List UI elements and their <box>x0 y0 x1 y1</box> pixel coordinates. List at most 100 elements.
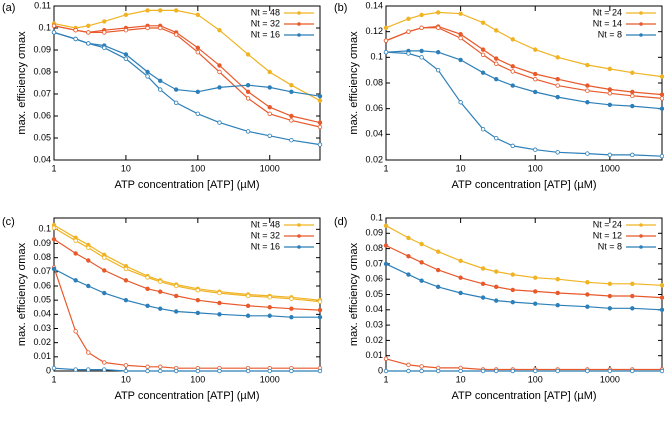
data-point <box>86 258 91 263</box>
data-point <box>217 63 222 68</box>
data-point <box>494 284 499 290</box>
y-tick-label: 0.05 <box>33 132 51 142</box>
data-point <box>419 48 424 54</box>
legend-marker <box>639 33 643 37</box>
data-point <box>510 287 515 293</box>
legend-label: Nt = 8 <box>598 29 622 39</box>
data-point <box>102 367 107 372</box>
data-point <box>607 306 613 311</box>
data-point <box>419 260 424 265</box>
data-point <box>494 61 499 66</box>
data-point <box>494 56 499 61</box>
data-point <box>289 137 294 143</box>
data-point <box>533 71 538 77</box>
data-point <box>267 85 272 90</box>
legend-marker <box>297 33 301 37</box>
legend-marker <box>639 11 643 15</box>
data-point <box>435 25 441 31</box>
data-point <box>494 135 499 141</box>
data-point <box>267 313 272 318</box>
series-line <box>53 224 321 301</box>
data-point <box>51 365 57 371</box>
data-point <box>555 76 560 82</box>
legend-marker <box>639 245 643 249</box>
y-tick-label: 0.06 <box>365 274 383 284</box>
legend-label: Nt = 32 <box>251 230 280 240</box>
data-point <box>289 314 294 320</box>
data-point <box>195 12 201 17</box>
data-point <box>173 87 179 92</box>
data-point <box>73 238 78 243</box>
data-point <box>458 32 463 37</box>
data-point <box>73 251 78 256</box>
series <box>51 8 323 103</box>
data-point <box>145 25 150 31</box>
legend-marker <box>297 11 301 15</box>
data-point <box>630 93 635 99</box>
data-point <box>458 290 463 296</box>
x-tick-label: 1000 <box>260 374 280 384</box>
data-point <box>555 303 560 308</box>
data-point <box>607 152 613 158</box>
data-point <box>86 30 91 35</box>
data-point <box>102 19 107 24</box>
data-point <box>458 275 463 280</box>
series <box>383 48 664 111</box>
y-tick-label: 0.09 <box>33 44 51 54</box>
x-tick-label: 1000 <box>260 163 280 173</box>
plot-frame <box>53 217 321 372</box>
data-point <box>51 237 57 242</box>
data-point <box>245 52 251 57</box>
y-tick-label: 0.1 <box>38 224 51 234</box>
data-point <box>158 78 163 83</box>
data-point <box>245 129 251 134</box>
series-line <box>53 367 320 372</box>
data-point <box>510 64 515 69</box>
series <box>383 10 664 79</box>
legend-label: Nt = 8 <box>598 241 622 251</box>
data-point <box>245 89 251 94</box>
series <box>51 23 323 125</box>
data-point <box>145 303 150 309</box>
data-point <box>317 299 323 304</box>
data-point <box>406 235 411 241</box>
data-point <box>289 113 294 119</box>
data-point <box>289 89 294 94</box>
data-point <box>585 280 590 285</box>
series-line <box>385 11 663 78</box>
data-point <box>195 368 201 374</box>
series <box>51 30 323 147</box>
data-point <box>435 249 441 254</box>
data-point <box>217 368 222 374</box>
data-point <box>585 368 590 374</box>
data-point <box>585 83 590 88</box>
data-point <box>145 74 150 79</box>
y-tick-label: 0.06 <box>33 110 51 120</box>
data-point <box>73 278 78 283</box>
data-point <box>245 303 251 309</box>
data-point <box>630 306 635 311</box>
data-point <box>173 32 179 37</box>
y-tick-label: 0 <box>378 365 383 375</box>
y-axis-label: max. efficiency σmax <box>16 31 28 135</box>
data-point <box>158 279 163 284</box>
data-point <box>510 69 515 74</box>
panel-label: (d) <box>334 216 347 228</box>
data-point <box>267 111 272 116</box>
data-point <box>659 92 664 97</box>
data-point <box>289 306 294 311</box>
data-point <box>145 364 150 369</box>
data-point <box>73 367 78 372</box>
series-line <box>385 27 663 99</box>
data-point <box>289 82 294 88</box>
x-axis-label: ATP concentration [ATP] (µM) <box>451 179 596 191</box>
data-point <box>145 69 150 75</box>
data-point <box>289 368 294 374</box>
data-point <box>458 11 463 16</box>
data-point <box>245 96 251 101</box>
y-tick-label: 0.05 <box>33 295 51 305</box>
y-tick-label: 0.01 <box>365 350 383 360</box>
data-point <box>659 74 664 79</box>
data-point <box>267 295 272 300</box>
data-point <box>158 25 163 31</box>
